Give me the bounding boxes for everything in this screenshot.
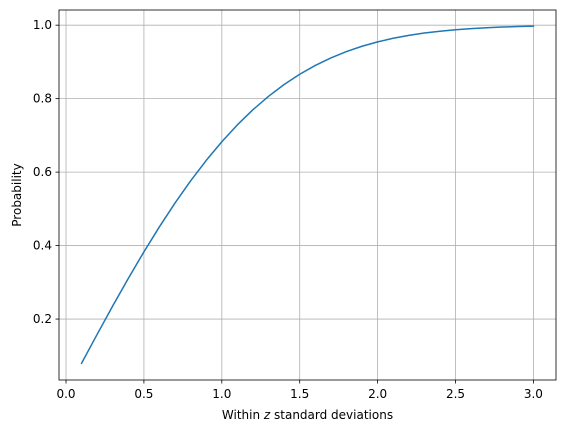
x-axis: 0.0 0.5 1.0 1.5 2.0 2.5 3.0 [56, 380, 543, 401]
series-layer [80, 25, 535, 365]
y-tick-label: 1.0 [33, 18, 52, 32]
grid [59, 10, 556, 380]
y-tick-label: 0.8 [33, 92, 52, 106]
x-tick-label: 0.5 [134, 387, 153, 401]
x-tick-label: 1.5 [290, 387, 309, 401]
x-tick-label: 2.0 [368, 387, 387, 401]
x-axis-label-variable: z [263, 408, 271, 422]
x-tick-label: 1.0 [212, 387, 231, 401]
x-tick-label: 2.5 [446, 387, 465, 401]
x-axis-label-part-1: Within [222, 408, 264, 422]
x-tick-label: 3.0 [524, 387, 543, 401]
y-axis: 0.2 0.4 0.6 0.8 1.0 [33, 18, 59, 326]
x-axis-label-part-2: standard deviations [270, 408, 393, 422]
y-axis-label: Probability [10, 163, 24, 226]
x-axis-label: Within z standard deviations [222, 408, 393, 422]
plot-frame [58, 9, 557, 381]
y-tick-label: 0.2 [33, 312, 52, 326]
x-tick-label: 0.0 [56, 387, 75, 401]
y-tick-label: 0.6 [33, 165, 52, 179]
y-tick-label: 0.4 [33, 239, 52, 253]
series-line [80, 25, 535, 365]
